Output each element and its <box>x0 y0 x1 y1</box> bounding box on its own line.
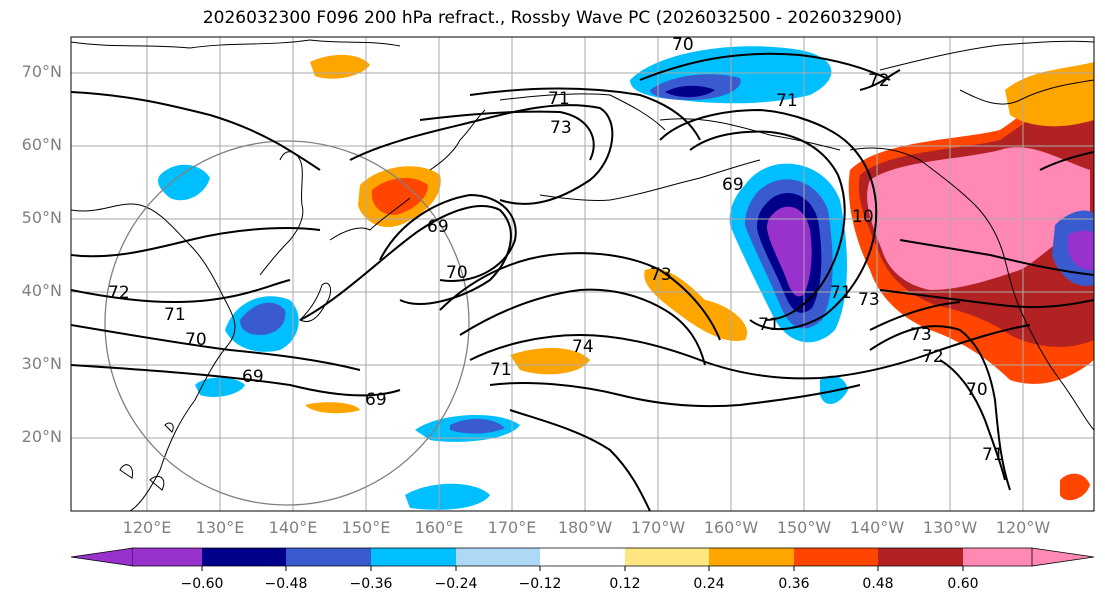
lat-label-30n: 30°N <box>21 354 62 373</box>
contour-label: 71 <box>490 360 512 380</box>
colorbar-tick-label: −0.12 <box>518 576 562 592</box>
negative-anomaly-bering-inner <box>665 85 715 98</box>
contour-label: 71 <box>758 315 780 335</box>
colorbar-segment <box>963 548 1032 566</box>
contour-label: 73 <box>858 290 880 310</box>
colorbar-tick-label: −0.24 <box>434 576 478 592</box>
contour-label: 72 <box>108 283 130 303</box>
coastlines <box>71 39 1094 511</box>
colorbar-min-extend <box>70 547 134 567</box>
lat-label-60n: 60°N <box>21 135 62 154</box>
colorbar-tick-label: 0.60 <box>947 576 979 592</box>
negative-anomaly-japan-core <box>240 302 286 335</box>
contour-labels: 70 72 71 71 73 69 69 70 71 10 72 71 70 6… <box>108 35 1004 465</box>
lon-label: 180°W <box>557 518 613 537</box>
lon-label: 140°E <box>268 518 318 537</box>
negative-anomaly-mongolia <box>158 164 210 201</box>
colorbar-segment <box>709 548 794 566</box>
contour-label: 71 <box>164 305 186 325</box>
lon-label: 130°W <box>922 518 978 537</box>
contour-label: 70 <box>672 35 694 55</box>
colorbar-tick-label: −0.36 <box>349 576 393 592</box>
contour-label: 71 <box>982 445 1004 465</box>
colorbar-segment <box>371 548 456 566</box>
contour-label: 73 <box>910 325 932 345</box>
lat-label-70n: 70°N <box>21 62 62 81</box>
colorbar-tick-label: 0.24 <box>693 576 725 592</box>
colorbar-tick-label: 0.48 <box>862 576 894 592</box>
colorbar-segment <box>286 548 371 566</box>
lon-label: 150°W <box>776 518 832 537</box>
positive-anomaly-central-pacific <box>644 268 748 341</box>
lon-label: 140°W <box>849 518 905 537</box>
colorbar-segment <box>794 548 878 566</box>
contour-label: 69 <box>722 175 744 195</box>
colorbar-segment <box>540 548 625 566</box>
contour-label: 74 <box>572 337 594 357</box>
colorbar-tick-label: −0.48 <box>264 576 308 592</box>
positive-anomaly-kamchatka-core <box>371 178 428 215</box>
colorbar-tick-label: −0.60 <box>180 576 224 592</box>
lat-label-20n: 20°N <box>21 427 62 446</box>
colorbar-segment <box>625 548 709 566</box>
projection-circle <box>104 140 470 506</box>
lat-label-50n: 50°N <box>21 208 62 227</box>
graticule <box>71 37 1094 511</box>
colorbar-tick-label: 0.36 <box>778 576 810 592</box>
colorbar-max-extend <box>1031 547 1095 567</box>
map-frame <box>70 36 1095 512</box>
colorbar-segment <box>202 548 286 566</box>
contour-label: 72 <box>868 71 890 91</box>
contour-label: 70 <box>185 330 207 350</box>
lon-label: 120°E <box>122 518 172 537</box>
positive-anomaly-alaska <box>1005 62 1094 127</box>
contour-label: 69 <box>427 217 449 237</box>
colorbar-tick-label: 0.12 <box>609 576 641 592</box>
colorbar-segment <box>133 548 202 566</box>
contour-label: 72 <box>922 347 944 367</box>
lon-label: 130°E <box>195 518 245 537</box>
negative-anomaly-south-1 <box>405 483 490 510</box>
colorbar <box>70 547 1095 571</box>
contour-label: 69 <box>242 367 264 387</box>
contour-label: 71 <box>776 91 798 111</box>
lon-label: 160°E <box>414 518 464 537</box>
colorbar-segment <box>878 548 963 566</box>
figure-title: 2026032300 F096 200 hPa refract., Rossby… <box>202 8 903 28</box>
contour-label: 10 <box>852 207 874 227</box>
contour-label: 69 <box>365 390 387 410</box>
lat-label-40n: 40°N <box>21 281 62 300</box>
lon-label: 170°W <box>630 518 686 537</box>
contour-label: 71 <box>830 283 852 303</box>
lon-label: 150°E <box>341 518 391 537</box>
contour-label: 73 <box>650 265 672 285</box>
contour-label: 71 <box>548 89 570 109</box>
positive-anomaly-southeast <box>1060 473 1090 501</box>
contour-label: 73 <box>550 118 572 138</box>
colorbar-segment <box>456 548 540 566</box>
lon-label: 120°W <box>995 518 1051 537</box>
height-contours <box>71 52 1094 511</box>
positive-anomaly-small-1 <box>305 402 360 414</box>
negative-anomaly-subtropical-core <box>450 418 505 434</box>
contour-label: 70 <box>966 380 988 400</box>
negative-anomaly-central-core <box>767 206 812 297</box>
lon-label: 170°E <box>487 518 537 537</box>
negative-anomaly-east-edge-core <box>1068 230 1094 271</box>
lon-label: 160°W <box>703 518 759 537</box>
positive-anomaly-subtropic <box>510 348 590 375</box>
contour-label: 70 <box>446 263 468 283</box>
